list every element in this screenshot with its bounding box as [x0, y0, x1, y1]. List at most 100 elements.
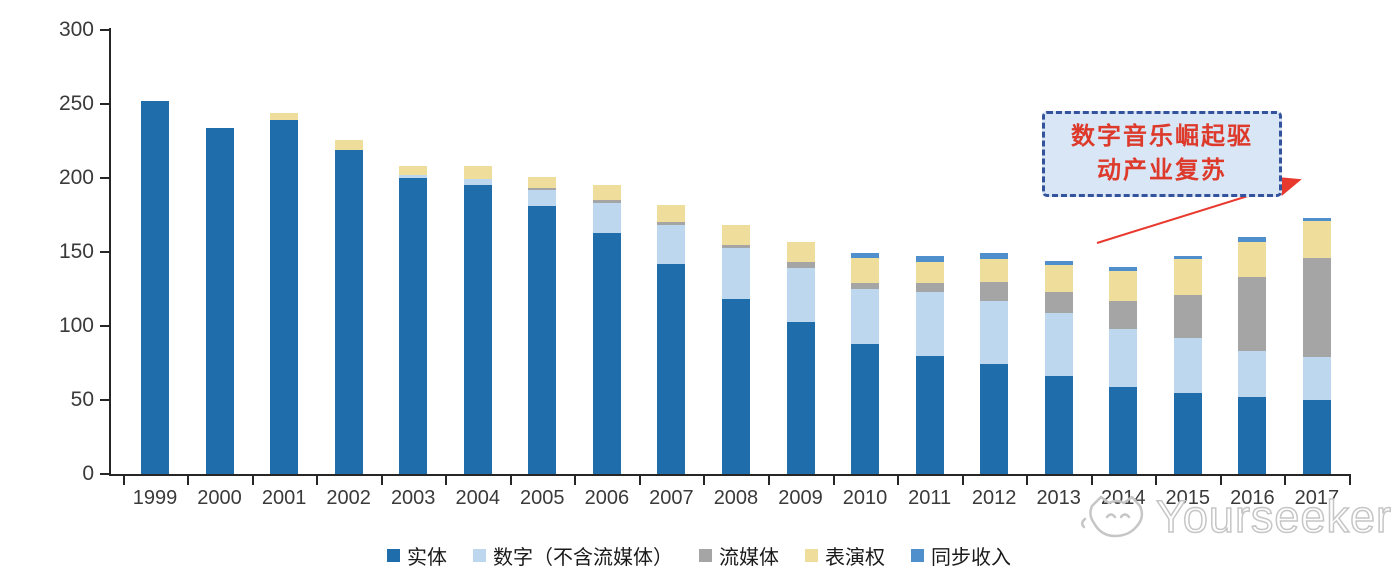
bar-segment-2017	[1302, 217, 1331, 221]
legend-item: 表演权	[805, 541, 885, 570]
bar-segment-2010	[851, 343, 880, 474]
x-axis-year-label: 2006	[584, 487, 630, 509]
x-axis-year-label: 2014	[1101, 487, 1146, 509]
bar-segment-2010	[851, 257, 880, 284]
y-axis-tick	[100, 325, 109, 327]
x-axis-year-label: 2005	[520, 487, 565, 509]
bar-segment-2013	[1044, 376, 1073, 474]
x-axis-tick	[445, 476, 448, 485]
legend-swatch	[699, 549, 712, 562]
bar-segment-2006	[592, 203, 621, 233]
legend-item-label: 表演权	[825, 547, 885, 569]
x-axis-tick	[1284, 476, 1287, 485]
legend-item: 流媒体	[699, 541, 779, 570]
bar-segment-2006	[592, 232, 621, 474]
bar-segment-2014	[1109, 386, 1138, 474]
bar-segment-2006	[592, 185, 621, 201]
legend-item-label: 同步收入	[931, 547, 1011, 569]
bar-segment-2015	[1173, 259, 1202, 295]
bar-segment-2007	[657, 263, 686, 474]
y-axis-tick-label: 150	[58, 240, 94, 263]
bar-segment-2002	[334, 139, 363, 150]
y-axis-tick	[100, 251, 109, 253]
bar-segment-2008	[721, 244, 750, 248]
bar-segment-2002	[334, 149, 363, 474]
y-axis-tick	[100, 177, 109, 179]
bar-segment-2013	[1044, 260, 1073, 266]
x-axis-tick	[832, 476, 835, 485]
bar-segment-2005	[528, 206, 557, 474]
bar-segment-2007	[657, 204, 686, 223]
bar-segment-2009	[786, 241, 815, 263]
x-axis-tick	[122, 476, 125, 485]
bar-segment-2011	[915, 256, 944, 263]
y-axis-tick-label: 100	[58, 314, 94, 337]
x-axis-tick	[1026, 476, 1029, 485]
bar-segment-2003	[399, 166, 428, 176]
bar-segment-2009	[786, 268, 815, 322]
x-axis-year-label: 2017	[1294, 487, 1340, 509]
bar-segment-2015	[1173, 294, 1202, 338]
x-axis-tick	[251, 476, 254, 485]
x-axis-year-label: 2011	[908, 487, 952, 509]
x-axis-tick	[1348, 476, 1351, 485]
bar-segment-2016	[1238, 277, 1267, 352]
bar-segment-2005	[528, 176, 557, 189]
bar-segment-2009	[786, 321, 815, 474]
bar-segment-2011	[915, 291, 944, 356]
x-axis-tick	[1155, 476, 1158, 485]
x-axis-tick	[897, 476, 900, 485]
x-axis-year-label: 2012	[971, 487, 1017, 509]
x-axis-year-label: 2008	[713, 487, 759, 509]
bar-segment-2015	[1173, 392, 1202, 474]
bar-segment-2014	[1109, 300, 1138, 329]
x-axis-year-label: 2003	[390, 487, 436, 509]
y-axis-tick	[100, 473, 109, 475]
bar-segment-2013	[1044, 265, 1073, 292]
x-axis-tick	[187, 476, 190, 485]
x-axis-tick	[509, 476, 512, 485]
x-axis-tick	[768, 476, 770, 485]
y-axis-tick	[100, 399, 109, 401]
x-axis-year-label: 2002	[326, 487, 371, 509]
bar-segment-2016	[1238, 241, 1267, 278]
bar-segment-2016	[1238, 397, 1267, 474]
watermark: Yourseeker	[1078, 489, 1392, 545]
x-axis-year-label: 2000	[197, 487, 242, 509]
annotation-line-1: 数字音乐崛起驱	[1071, 124, 1253, 150]
bar-segment-2004	[463, 166, 492, 180]
x-axis-tick	[316, 476, 319, 485]
legend-item-label: 数字（不含流媒体）	[493, 547, 673, 569]
bar-segment-2003	[399, 175, 428, 178]
bar-segment-2000	[205, 127, 234, 474]
bar-segment-2004	[463, 185, 492, 474]
legend-swatch	[387, 549, 400, 562]
annotation-callout: 数字音乐崛起驱 动产业复苏	[1042, 111, 1282, 197]
y-axis-line	[109, 28, 111, 476]
bar-segment-2011	[915, 355, 944, 474]
legend-item: 实体	[387, 541, 447, 570]
x-axis-year-label: 2001	[261, 487, 307, 509]
bar-segment-2017	[1302, 220, 1331, 258]
bar-segment-2005	[528, 188, 557, 190]
bar-segment-2011	[915, 262, 944, 284]
y-axis-tick	[100, 29, 109, 31]
bar-segment-2010	[851, 253, 880, 258]
bar-segment-2007	[657, 225, 686, 264]
legend-item-label: 实体	[407, 547, 447, 569]
bar-segment-2003	[399, 178, 428, 474]
bar-segment-1999	[141, 101, 169, 474]
bar-segment-2012	[980, 300, 1009, 365]
x-axis-tick	[638, 476, 641, 485]
y-axis-tick-label: 200	[58, 166, 94, 189]
bar-segment-2012	[980, 281, 1009, 301]
legend-item-label: 流媒体	[719, 547, 779, 569]
bar-segment-2007	[657, 222, 686, 226]
legend-swatch	[473, 549, 486, 562]
bar-segment-2008	[721, 299, 750, 474]
bar-segment-2011	[915, 283, 944, 292]
bar-segment-2008	[721, 247, 750, 300]
chart-legend: 实体 数字（不含流媒体） 流媒体 表演权 同步收入	[0, 541, 1398, 570]
